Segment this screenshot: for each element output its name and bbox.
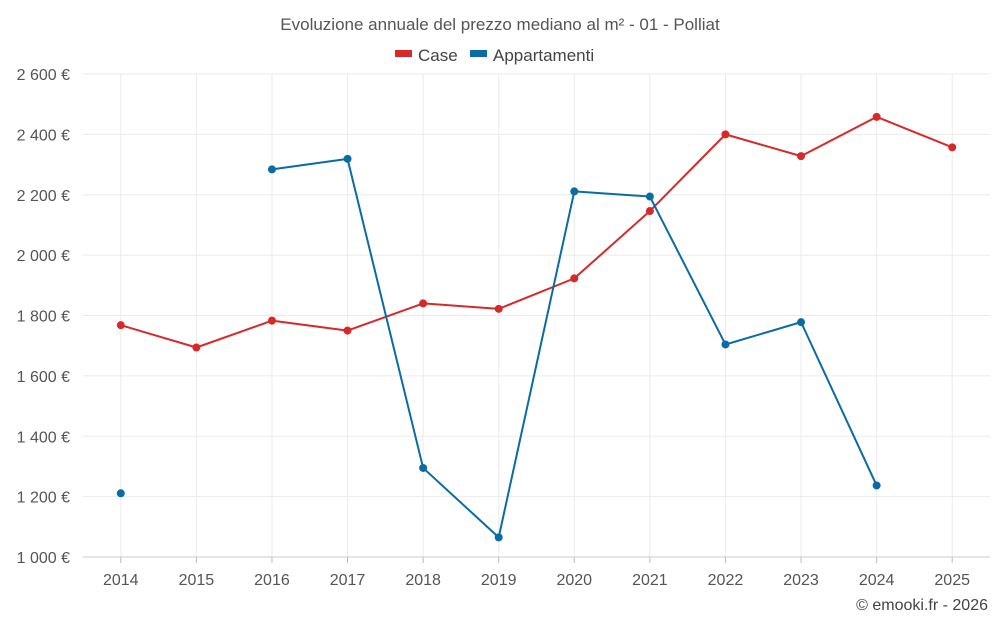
series-lines: [120, 115, 953, 539]
data-point-case[interactable]: [192, 343, 201, 352]
data-point-appartamenti[interactable]: [872, 481, 881, 490]
data-points: [116, 112, 957, 542]
y-tick-label: 1 200 €: [17, 490, 70, 507]
data-point-case[interactable]: [872, 112, 881, 121]
chart-title: Evoluzione annuale del prezzo mediano al…: [280, 15, 720, 34]
data-point-case[interactable]: [645, 207, 654, 216]
data-point-case[interactable]: [721, 130, 730, 139]
legend-swatch-appartamenti: [470, 50, 487, 57]
data-point-case[interactable]: [267, 316, 276, 325]
data-point-appartamenti[interactable]: [267, 165, 276, 174]
data-point-appartamenti[interactable]: [645, 192, 654, 201]
data-point-case[interactable]: [343, 326, 352, 335]
y-tick-label: 2 400 €: [17, 127, 70, 144]
data-point-appartamenti[interactable]: [570, 187, 579, 196]
x-tick-label: 2014: [103, 572, 139, 589]
data-point-appartamenti[interactable]: [343, 154, 352, 163]
data-point-case[interactable]: [419, 299, 428, 308]
data-point-case[interactable]: [116, 321, 125, 330]
x-tick-label: 2022: [708, 572, 744, 589]
y-tick-label: 2 000 €: [17, 248, 70, 265]
data-point-case[interactable]: [948, 143, 957, 152]
series-line-case: [120, 115, 953, 349]
y-tick-label: 1 400 €: [17, 429, 70, 446]
data-point-appartamenti[interactable]: [494, 533, 503, 542]
x-tick-label: 2025: [934, 572, 970, 589]
legend: Case Appartamenti: [395, 46, 594, 65]
legend-swatch-case: [395, 50, 412, 57]
axes: 1 000 € 1 200 € 1 400 € 1 600 € 1 800 € 2 000…: [17, 67, 990, 589]
x-tick-label: 2016: [254, 572, 290, 589]
legend-label-appartamenti[interactable]: Appartamenti: [493, 46, 594, 65]
data-point-appartamenti[interactable]: [116, 489, 125, 498]
data-point-appartamenti[interactable]: [721, 340, 730, 349]
y-tick-label: 1 800 €: [17, 309, 70, 326]
x-tick-label: 2015: [179, 572, 215, 589]
x-tick-label: 2024: [859, 572, 895, 589]
data-point-appartamenti[interactable]: [797, 318, 806, 327]
data-point-appartamenti[interactable]: [419, 463, 428, 472]
legend-label-case[interactable]: Case: [418, 46, 458, 65]
grid-lines: [83, 73, 990, 558]
credit-text: © emooki.fr - 2026: [856, 597, 988, 614]
y-tick-label: 1 600 €: [17, 369, 70, 386]
data-point-case[interactable]: [494, 304, 503, 313]
x-tick-label: 2021: [632, 572, 668, 589]
x-tick-label: 2018: [405, 572, 441, 589]
data-point-case[interactable]: [570, 274, 579, 283]
y-tick-label: 1 000 €: [17, 550, 70, 567]
y-tick-label: 2 200 €: [17, 188, 70, 205]
x-tick-label: 2023: [783, 572, 819, 589]
data-point-case[interactable]: [797, 152, 806, 161]
x-tick-label: 2017: [330, 572, 366, 589]
x-tick-label: 2020: [556, 572, 592, 589]
y-tick-label: 2 600 €: [17, 67, 70, 84]
x-tick-label: 2019: [481, 572, 517, 589]
